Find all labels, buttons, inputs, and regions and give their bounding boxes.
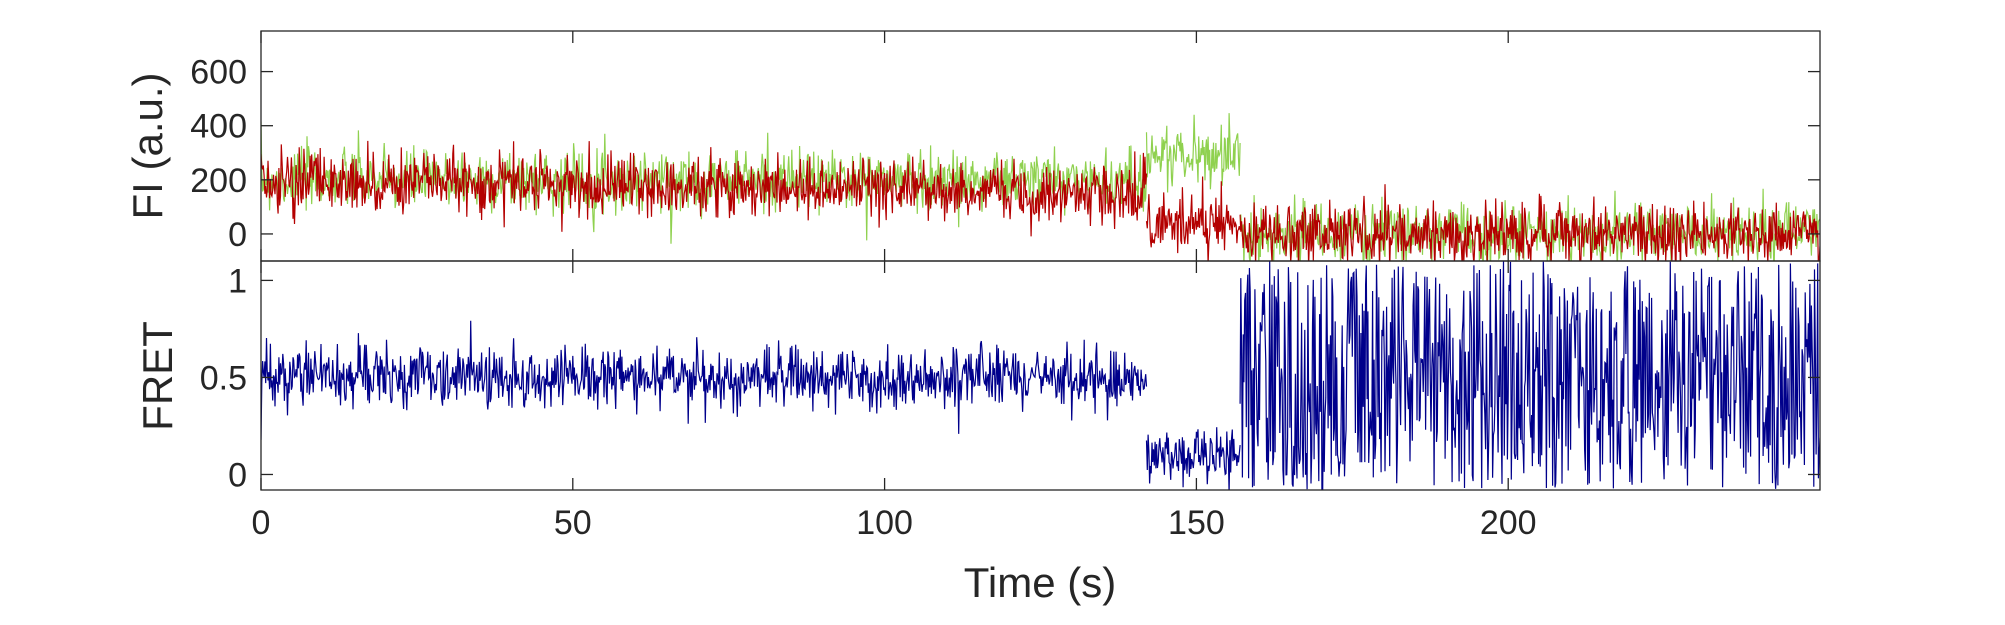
fret-x-tick-label: 0 — [252, 504, 271, 542]
fluorescence-y-tick-label: 200 — [190, 162, 247, 200]
fret-axes-frame — [260, 260, 1821, 491]
fret-x-tick-label: 150 — [1168, 504, 1225, 542]
fret-x-tick-label: 100 — [856, 504, 913, 542]
fluorescence-ticks: 0 200 400 600 — [190, 31, 1820, 261]
fret-x-tick-label: 50 — [554, 504, 592, 542]
fluorescence-y-tick-label: 0 — [228, 216, 247, 254]
fret-panel: 0 50 100 150 200 0 0.5 1 FRET Time (s) — [134, 260, 1821, 606]
time-x-axis-label: Time (s) — [964, 559, 1116, 606]
fluorescence-y-axis-label: FI (a.u.) — [124, 72, 171, 219]
fret-y-tick-label: 0 — [228, 456, 247, 494]
fret-ticks: 0 50 100 150 200 0 0.5 1 — [200, 261, 1820, 542]
fluorescence-trace-2 — [261, 140, 1820, 261]
fret-y-tick-label: 0.5 — [200, 359, 247, 397]
fluorescence-y-tick-label: 600 — [190, 54, 247, 92]
fret-trace-1 — [261, 261, 1820, 490]
fret-y-tick-label: 1 — [228, 262, 247, 300]
fret-y-axis-label: FRET — [134, 321, 181, 431]
fluorescence-y-tick-label: 400 — [190, 108, 247, 146]
fret-x-tick-label: 200 — [1480, 504, 1537, 542]
